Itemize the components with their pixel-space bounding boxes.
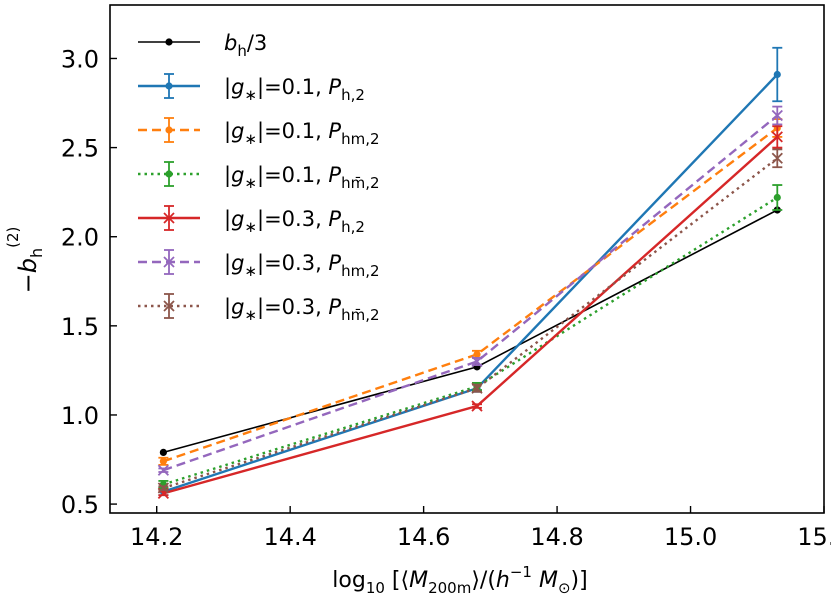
- y-axis-label-text: −bh(2): [4, 227, 46, 294]
- legend-label: |g∗|=0.1, Ph,2: [224, 75, 365, 104]
- data-point: [163, 300, 175, 312]
- data-point: [771, 109, 783, 122]
- series-5: [157, 105, 783, 476]
- data-point: [471, 400, 483, 412]
- legend-entry: |g∗|=0.3, Ph,2: [138, 205, 365, 236]
- data-point: [165, 82, 173, 90]
- legend-entry: |g∗|=0.1, Phm̄,2: [138, 161, 380, 192]
- x-tick-label: 14.4: [263, 523, 316, 551]
- y-tick-label: 2.0: [61, 224, 99, 252]
- y-tick-label: 0.5: [61, 491, 99, 519]
- legend-label: |g∗|=0.1, Phm,2: [224, 119, 380, 148]
- x-axis-label: log10 [⟨M200m⟩/(h−1 M⊙)]: [332, 563, 587, 597]
- legend: bh/3 |g∗|=0.1, Ph,2 |g∗|=0.1, Phm,2 |g∗|=0.…: [138, 31, 380, 324]
- legend-entry: bh/3: [138, 31, 267, 60]
- data-point: [471, 355, 483, 368]
- data-point: [773, 193, 781, 202]
- axes-frame: [109, 4, 825, 514]
- data-point: [471, 382, 483, 394]
- x-tick-label: 14.2: [130, 523, 183, 551]
- y-tick-label: 1.5: [61, 313, 99, 341]
- legend-label: |g∗|=0.3, Ph,2: [224, 207, 365, 236]
- x-tick-label: 14.6: [397, 523, 450, 551]
- data-point: [165, 170, 173, 178]
- y-tick-label: 3.0: [61, 45, 99, 73]
- x-tick-label: 15.0: [664, 523, 717, 551]
- legend-entry: |g∗|=0.3, Phm,2: [138, 249, 380, 280]
- x-axis-ticks: 14.2 14.4 14.6 14.8 15.0 15.2: [130, 506, 831, 551]
- y-tick-label: 1.0: [61, 402, 99, 430]
- data-point: [159, 448, 167, 456]
- data-point: [771, 152, 783, 164]
- series-line: [162, 127, 779, 463]
- data-point: [473, 350, 481, 358]
- series-6: [157, 148, 783, 494]
- legend-entry: |g∗|=0.3, Phm̄,2: [138, 293, 380, 324]
- data-point: [163, 212, 175, 224]
- legend-entry: |g∗|=0.1, Phm,2: [138, 117, 380, 148]
- legend-label: |g∗|=0.1, Phm̄,2: [224, 163, 380, 192]
- x-tick-label: 15.2: [797, 523, 831, 551]
- series-4: [157, 125, 783, 500]
- data-point: [165, 38, 173, 46]
- data-point: [773, 70, 781, 79]
- series-line: [162, 114, 779, 472]
- data-point: [771, 131, 783, 143]
- data-point: [157, 464, 170, 476]
- legend-entry: |g∗|=0.1, Ph,2: [138, 73, 365, 104]
- y-tick-label: 2.5: [61, 135, 99, 163]
- data-point: [165, 126, 173, 134]
- series-2: [158, 118, 783, 466]
- legend-label: |g∗|=0.3, Phm,2: [224, 251, 380, 280]
- data-point: [157, 482, 170, 494]
- data-point: [163, 256, 175, 268]
- legend-label: |g∗|=0.3, Phm̄,2: [224, 295, 380, 324]
- y-axis-ticks: 0.5 1.0 1.5 2.0 2.5 3.0: [61, 45, 117, 519]
- x-tick-label: 14.8: [530, 523, 583, 551]
- plot-area: [157, 46, 783, 500]
- legend-label: bh/3: [224, 31, 267, 60]
- data-point: [159, 457, 167, 465]
- y-axis-label: −bh(2): [4, 227, 46, 294]
